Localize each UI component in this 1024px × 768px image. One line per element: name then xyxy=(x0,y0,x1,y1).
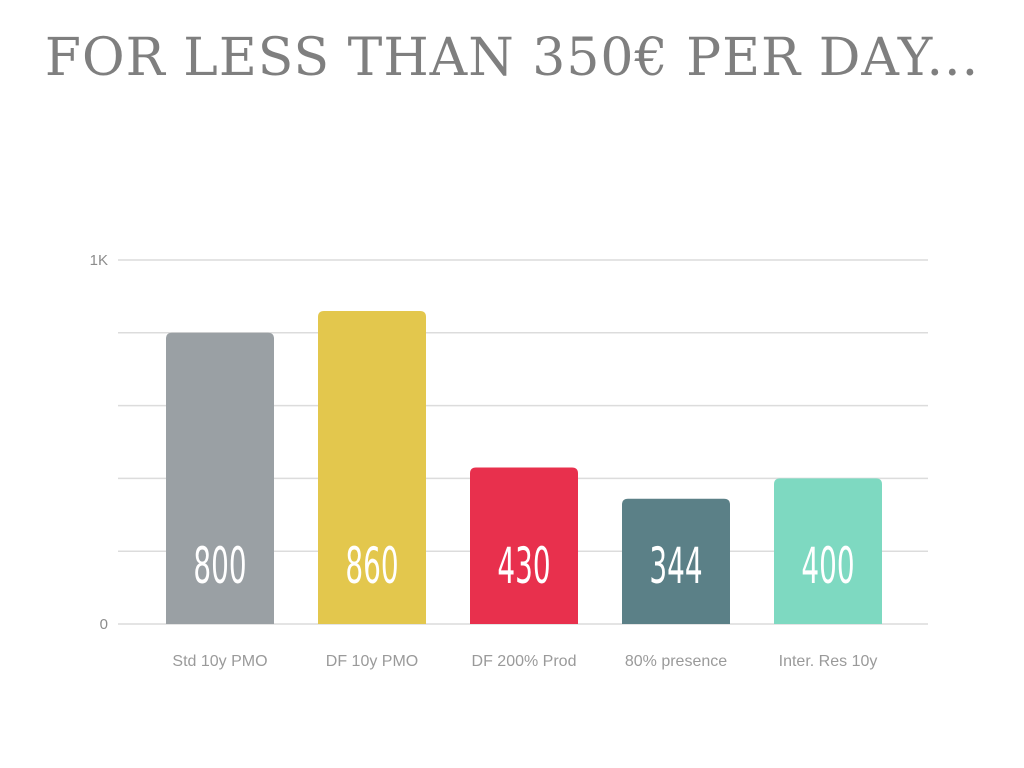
x-tick-label: Std 10y PMO xyxy=(172,653,267,670)
chart-title: FOR LESS THAN 350€ PER DAY... xyxy=(44,28,980,88)
bar-value-label: 860 xyxy=(345,536,398,595)
y-tick-label: 0 xyxy=(100,616,108,633)
bar-value-label: 344 xyxy=(649,536,702,595)
bar-0 xyxy=(166,332,274,624)
bar-value-label: 430 xyxy=(497,536,550,595)
bar-3 xyxy=(622,498,730,624)
bar-2 xyxy=(470,467,578,624)
bar-value-label: 400 xyxy=(801,536,854,595)
bar-4 xyxy=(774,478,882,624)
bar-value-label: 800 xyxy=(193,536,246,595)
y-tick-label: 1K xyxy=(90,252,108,269)
x-tick-label: DF 10y PMO xyxy=(326,653,418,670)
bar-1 xyxy=(318,310,426,624)
x-tick-label: 80% presence xyxy=(625,653,727,670)
x-tick-label: Inter. Res 10y xyxy=(779,653,878,670)
x-tick-label: DF 200% Prod xyxy=(472,653,577,670)
